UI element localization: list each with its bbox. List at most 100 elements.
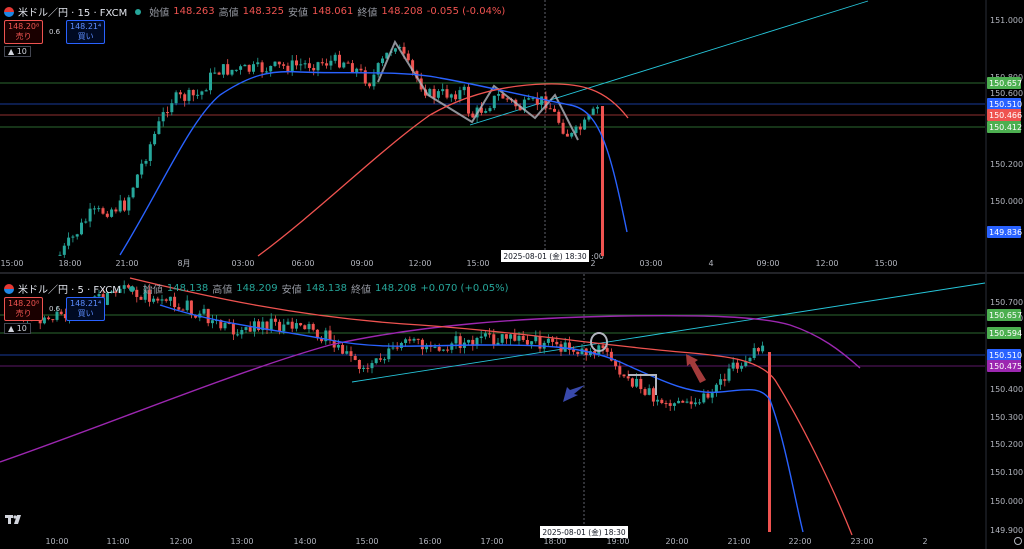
candle-body [383, 359, 387, 361]
candle-body [353, 355, 357, 360]
y-tick-label: 150.000 [990, 197, 1023, 206]
candle-body [484, 111, 488, 113]
candle-body [80, 222, 83, 235]
tradingview-logo-icon [5, 515, 1022, 545]
candle-body [97, 294, 101, 297]
down-arrow-icon[interactable] [563, 385, 585, 402]
buy-button[interactable]: 148.21⁴ 買い [66, 297, 106, 321]
candle-body [500, 334, 504, 343]
candle-body [122, 285, 126, 289]
symbol-title[interactable]: 米ドル／円 · 5 · FXCM [18, 285, 121, 296]
candle-body [67, 237, 71, 246]
candle-body [660, 399, 664, 404]
moving-average-purple[interactable] [0, 314, 861, 463]
candle-body [677, 400, 681, 404]
quantity-value: 10 [16, 324, 27, 333]
logo-part [14, 515, 21, 524]
candle-body [231, 323, 235, 335]
buy-label: 買い [77, 32, 94, 41]
y-tick-label: 150.100 [990, 468, 1023, 477]
candle-body [135, 289, 139, 297]
candle-body [538, 335, 542, 349]
pane-15m[interactable]: 151.000150.800150.600150.200150.000150.6… [0, 0, 1023, 272]
x-tick-label: 18:00 [58, 259, 81, 268]
candle-body [445, 89, 449, 98]
candle-body [412, 338, 416, 341]
candle-body [385, 52, 389, 59]
trend-line[interactable] [469, 0, 869, 126]
candle-body [449, 94, 453, 98]
candle-body [362, 367, 366, 369]
candle-body [359, 68, 363, 71]
quantity-field[interactable]: ▲ 10 [4, 323, 31, 334]
candle-body [164, 299, 168, 301]
highlight-circle[interactable] [590, 332, 608, 352]
candle-body [312, 67, 316, 71]
pane1-header: 米ドル／円 · 15 · FXCM 始値 148.263 高値 148.325 安値… [4, 4, 505, 19]
candle-body [622, 374, 626, 377]
candle-body [196, 94, 200, 96]
pane-5m[interactable]: 150.700150.600150.400150.300150.200150.1… [0, 274, 1023, 549]
candle-body [574, 126, 578, 133]
candle-body [614, 360, 618, 367]
candle-body [213, 72, 217, 74]
candle-body [277, 61, 281, 65]
quantity-field[interactable]: ▲ 10 [4, 46, 31, 57]
candle-body [223, 322, 227, 329]
candle-body [561, 122, 565, 134]
candle-body [368, 83, 372, 87]
symbol-title[interactable]: 米ドル／円 · 15 · FXCM [18, 8, 128, 19]
candle-body [555, 341, 559, 345]
candle-body [752, 348, 756, 358]
candle-body [173, 296, 177, 308]
zigzag-drawing[interactable] [377, 39, 579, 141]
candle-body [576, 351, 580, 355]
path-drawing[interactable] [628, 374, 657, 395]
x-tick-label: 03:00 [639, 259, 662, 268]
price-label-bg [987, 98, 1021, 110]
moving-average-red[interactable] [257, 83, 629, 257]
candle-body [230, 69, 234, 75]
candle-body [325, 63, 329, 66]
candle-body [521, 335, 525, 340]
candle-body [131, 187, 135, 198]
candle-body [740, 366, 744, 369]
moving-average-red[interactable] [129, 277, 853, 536]
sell-button[interactable]: 148.20⁸ 売り [4, 297, 44, 321]
candle-body [135, 174, 139, 188]
candle-body [551, 338, 555, 342]
buy-button[interactable]: 148.21⁴ 買い [66, 20, 106, 44]
y-tick-label: 150.700 [990, 298, 1023, 307]
candle-body [391, 347, 395, 349]
candle-body [118, 288, 122, 293]
x-tick-label: 10:00 [45, 537, 68, 546]
sell-button[interactable]: 148.20⁸ 売り [4, 20, 44, 44]
candle-body [248, 327, 252, 332]
x-tick-label: 18:00 [543, 537, 566, 546]
candle-body [63, 314, 67, 319]
up-arrow-icon[interactable] [686, 354, 706, 383]
price-label: 150.510 [989, 351, 1022, 360]
candle-body [329, 60, 333, 66]
candle-body [664, 403, 668, 405]
trend-line[interactable] [351, 282, 986, 383]
moving-average-blue[interactable] [119, 70, 628, 256]
candle-body [51, 319, 55, 321]
settings-gear-icon[interactable] [1014, 537, 1022, 545]
candle-body [496, 342, 500, 345]
candle-body [234, 69, 238, 71]
candle-body [88, 208, 92, 222]
candle-body [719, 379, 723, 385]
candle-body [458, 90, 462, 100]
open-label: 始値 [149, 8, 170, 19]
candle-body [509, 334, 513, 339]
candle-body [320, 338, 324, 342]
candle-body [105, 213, 109, 217]
x-tick-label: 19:00 [606, 537, 629, 546]
candle-body [200, 91, 204, 95]
candle-body [748, 357, 752, 362]
candle-body [488, 108, 492, 112]
candle-body [178, 92, 182, 95]
moving-average-blue[interactable] [159, 304, 804, 533]
